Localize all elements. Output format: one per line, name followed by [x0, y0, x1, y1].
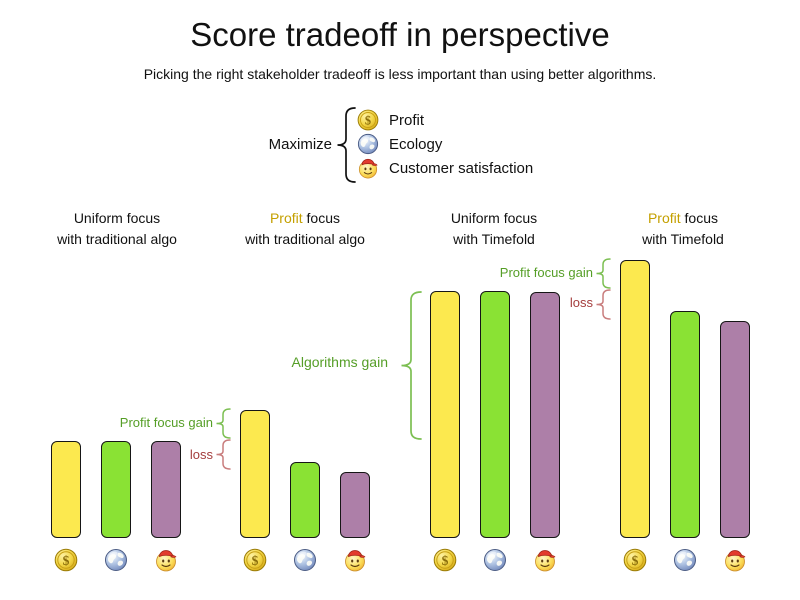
bar-ecology-group-2	[290, 462, 320, 538]
group-label-uniform-traditional: Uniform focus with traditional algo	[22, 208, 212, 250]
ecology-globe-icon	[357, 133, 379, 155]
bar-profit-group-1	[51, 441, 81, 538]
group-label-line2: with traditional algo	[57, 231, 177, 247]
ecology-globe-icon	[294, 549, 316, 571]
group-label-profit-timefold: Profit focus with Timefold	[588, 208, 778, 250]
bar-customer-satisfaction-group-4	[720, 321, 750, 538]
group-label-accent: Profit	[647, 210, 681, 226]
profit-coin-icon	[623, 548, 647, 572]
group-label-text: Uniform focus	[450, 210, 538, 226]
legend-item-ecology: Ecology	[357, 133, 533, 155]
annotation-loss-label: loss	[189, 447, 213, 462]
legend-maximize-label: Maximize	[268, 136, 332, 153]
customer-satisfaction-icon	[358, 158, 378, 179]
group-label-text: focus	[680, 210, 719, 226]
customer-satisfaction-icon	[344, 549, 366, 572]
loss-brace	[596, 289, 611, 320]
algorithms-gain-brace	[401, 291, 422, 440]
bar-ecology-group-3	[480, 291, 510, 538]
legend: Profit Ecology Customer satisfaction	[357, 109, 533, 179]
chart-subtitle: Picking the right stakeholder tradeoff i…	[143, 66, 657, 82]
profit-coin-icon	[243, 548, 267, 572]
loss-brace	[216, 439, 231, 470]
annotation-profit-gain-label: Profit focus gain	[119, 415, 213, 430]
legend-item-label: Customer satisfaction	[389, 159, 534, 177]
customer-satisfaction-icon	[534, 549, 556, 572]
legend-item-customer-satisfaction: Customer satisfaction	[357, 157, 533, 179]
group-label-line2: with traditional algo	[245, 231, 365, 247]
group-label-line2: with Timefold	[642, 231, 724, 247]
bar-customer-satisfaction-group-3	[530, 292, 560, 538]
gain-brace	[596, 258, 611, 289]
bar-customer-satisfaction-group-1	[151, 441, 181, 538]
bar-ecology-group-1	[101, 441, 131, 538]
bar-profit-group-4	[620, 260, 650, 538]
group-label-line2: with Timefold	[453, 231, 535, 247]
group-label-accent: Profit	[269, 210, 303, 226]
ecology-globe-icon	[674, 549, 696, 571]
legend-item-profit: Profit	[357, 109, 533, 131]
annotation-loss-label: loss	[569, 295, 593, 310]
bar-customer-satisfaction-group-2	[340, 472, 370, 538]
legend-item-label: Ecology	[389, 135, 443, 153]
annotation-profit-gain-label: Profit focus gain	[499, 265, 593, 280]
ecology-globe-icon	[484, 549, 506, 571]
group-label-text: focus	[302, 210, 341, 226]
group-label-profit-traditional: Profit focus with traditional algo	[210, 208, 400, 250]
profit-coin-icon	[357, 109, 379, 131]
bar-profit-group-2	[240, 410, 270, 538]
group-label-text: Uniform focus	[73, 210, 161, 226]
profit-coin-icon	[54, 548, 78, 572]
customer-satisfaction-icon	[724, 549, 746, 572]
profit-coin-icon	[433, 548, 457, 572]
bar-ecology-group-4	[670, 311, 700, 538]
legend-brace	[337, 107, 356, 183]
chart-title: Score tradeoff in perspective	[190, 16, 610, 53]
customer-satisfaction-icon	[155, 549, 177, 572]
bar-profit-group-3	[430, 291, 460, 538]
gain-brace	[216, 408, 231, 439]
legend-item-label: Profit	[389, 111, 425, 129]
group-label-uniform-timefold: Uniform focus with Timefold	[399, 208, 589, 250]
ecology-globe-icon	[105, 549, 127, 571]
annotation-algorithms-gain-label: Algorithms gain	[291, 354, 389, 370]
